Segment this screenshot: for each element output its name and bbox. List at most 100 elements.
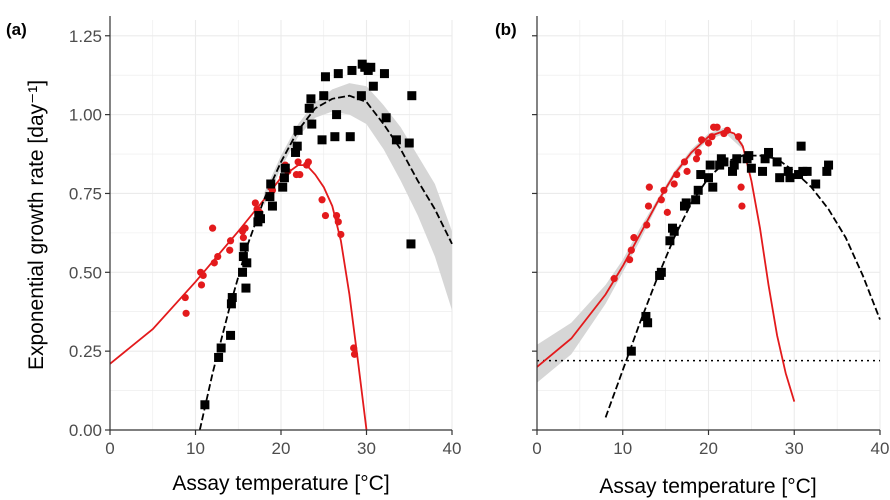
panel-a-red-point: [334, 218, 342, 226]
panel-a-y-tick-label: 1.00: [69, 106, 102, 125]
panel-a-red-point: [210, 259, 218, 267]
panel-a-red-point: [337, 230, 345, 239]
panel-a-black-point: [255, 214, 265, 224]
panel-a-y-tick-label: 0.50: [69, 263, 102, 282]
panel-a-black-point: [200, 400, 210, 410]
panel-b-red-point: [627, 246, 635, 254]
panel-a-red-point: [182, 309, 190, 317]
panel-b-red-confidence-band: [537, 127, 743, 383]
panel-b-black-point: [744, 151, 754, 161]
panel-b-black-point: [772, 157, 782, 167]
panel-b-black-point: [783, 166, 793, 176]
panel-a-red-point: [181, 293, 189, 302]
panel-a-black-point: [239, 242, 249, 252]
panel-b-red-point: [698, 136, 706, 144]
panel-a-black-point: [241, 283, 251, 293]
panel-a-black-point: [292, 141, 302, 151]
panel-b-black-point: [719, 157, 729, 167]
panel-b-black-point: [764, 147, 774, 157]
panel-a-red-point: [199, 271, 207, 280]
panel-a-black-point: [333, 69, 343, 79]
panel-a-red-point: [226, 246, 234, 254]
panel-a-red-point: [241, 224, 249, 232]
panel-a-black-point: [226, 330, 236, 340]
panel-b-black-point: [696, 170, 706, 180]
panel-b-red-point: [673, 170, 681, 179]
panel-b-red-point: [738, 202, 746, 210]
panel-a-label: (a): [6, 20, 27, 39]
panel-b: 0 10 20 30 40 (b) Assay temperature [°C]: [495, 16, 889, 498]
panel-b-black-point: [760, 154, 770, 164]
panel-b-red-point: [694, 148, 702, 157]
panel-b-red-point: [692, 155, 701, 163]
panel-a-black-point: [238, 267, 248, 277]
panel-a-y-axis-title: Exponential growth rate [day⁻¹]: [25, 80, 48, 370]
panel-b-red-point: [670, 180, 678, 188]
panel-a-black-point: [216, 343, 226, 353]
panel-a-black-point: [391, 135, 401, 145]
panel-a-x-tick-label: 20: [272, 439, 291, 458]
panel-b-red-point: [644, 202, 653, 210]
panel-a-black-point: [267, 201, 277, 211]
panel-b-points: [610, 123, 834, 356]
panel-a-red-point: [209, 224, 217, 232]
panel-a-black-point: [227, 293, 237, 303]
panel-b-red-point: [663, 208, 671, 216]
panel-a-black-point: [366, 62, 376, 72]
panel-a-black-point: [317, 135, 327, 145]
panel-b-x-tick-label: 20: [699, 439, 718, 458]
panel-b-black-point: [704, 173, 713, 183]
panel-b-red-fit-line: [536, 129, 796, 402]
panel-a-red-point: [197, 281, 206, 289]
panel-b-axes: [532, 16, 881, 435]
panel-a-black-point: [306, 94, 316, 104]
panel-a-black-point: [406, 239, 416, 249]
panel-a-red-point: [251, 199, 259, 207]
panel-a-red-point: [332, 211, 341, 220]
panel-b-black-point: [732, 154, 742, 164]
panel-a-red-point: [350, 344, 358, 352]
panel-a-black-point: [368, 81, 378, 91]
panel-a-black-point: [407, 91, 417, 101]
panel-b-black-point: [693, 185, 703, 195]
panel-a-red-point: [296, 170, 304, 179]
panel-b-red-point: [645, 183, 653, 191]
panel-a-x-tick-label: 10: [186, 439, 205, 458]
panel-b-black-point: [728, 166, 738, 176]
panel-a-red-point: [321, 211, 330, 220]
panel-b-black-point: [669, 226, 679, 236]
panel-b-black-point: [691, 195, 701, 205]
panel-a-y-tick-label: 0.00: [69, 421, 102, 440]
panel-a-points: [181, 59, 417, 410]
panel-b-black-point: [824, 160, 834, 170]
panel-b-black-point: [665, 236, 675, 246]
panel-a-black-point: [332, 110, 342, 120]
panel-b-black-point: [643, 318, 653, 328]
panel-b-red-point: [704, 139, 713, 147]
panel-b-red-point: [610, 275, 618, 283]
panel-b-black-point: [656, 267, 666, 277]
panel-b-x-tick-label: 40: [871, 439, 890, 458]
panel-b-black-point: [708, 182, 718, 192]
panel-b-x-axis-title: Assay temperature [°C]: [599, 475, 816, 498]
panel-a-black-point: [345, 132, 355, 142]
panel-a-red-point: [294, 158, 302, 166]
panel-b-red-point: [680, 158, 689, 166]
panel-a-x-axis-title: Assay temperature [°C]: [172, 472, 389, 495]
panel-a-axes: [105, 16, 453, 435]
panel-b-black-point: [626, 346, 636, 356]
panel-b-red-point: [660, 186, 668, 194]
panel-a-x-tick-label: 30: [357, 439, 376, 458]
panel-a-black-point: [226, 299, 236, 309]
panel-a-black-point: [381, 113, 391, 123]
panel-a-black-point: [266, 179, 276, 189]
panel-b-red-point: [713, 123, 721, 131]
panel-b-label: (b): [495, 20, 517, 39]
panel-b-x-tick-label: 0: [532, 439, 541, 458]
panel-a-red-point: [226, 237, 235, 245]
panel-b-black-point: [705, 160, 715, 170]
panel-a-black-point: [347, 65, 357, 75]
panel-a-y-tick-label: 0.75: [69, 184, 102, 203]
panel-b-tick-labels: 0 10 20 30 40: [532, 439, 889, 458]
panel-b-black-point: [746, 163, 756, 173]
